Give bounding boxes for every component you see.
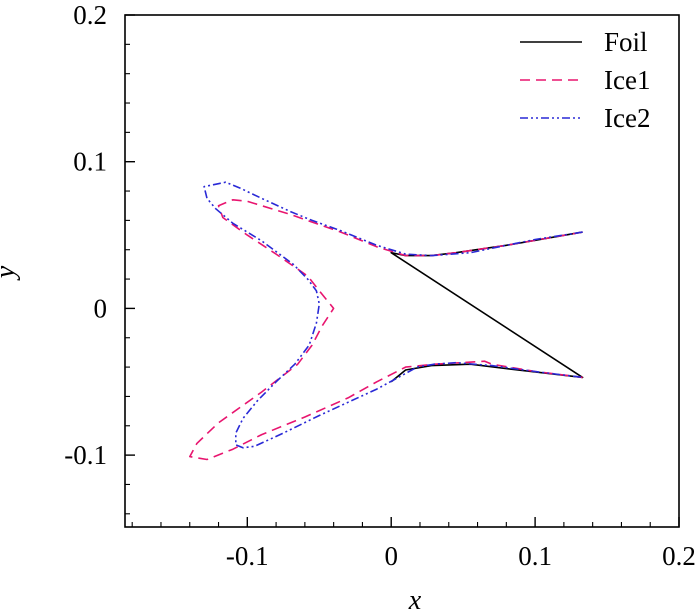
y-tick-label: -0.1 (64, 440, 107, 470)
x-tick-label: -0.1 (226, 541, 269, 571)
legend-label-ice2: Ice2 (604, 103, 650, 133)
legend: Foil Ice1 Ice2 (520, 27, 650, 133)
plot-frame (124, 14, 680, 528)
y-tick-label: 0.2 (73, 0, 107, 30)
series-line-ice2 (203, 181, 583, 449)
series-line-ice1 (189, 199, 583, 461)
x-tick-label: 0.1 (518, 541, 552, 571)
x-tick-label: 0.2 (662, 541, 696, 571)
x-tick-label: 0 (384, 541, 398, 571)
y-axis-title: y (0, 265, 21, 281)
legend-label-ice1: Ice1 (604, 65, 650, 95)
y-tick-label: 0 (94, 293, 108, 323)
y-tick-label: 0.1 (73, 147, 107, 177)
x-axis-title: x (408, 585, 422, 613)
plot-area (189, 181, 584, 461)
axes: -0.1 0 0.1 0.2 -0.1 0 0.1 0.2 (64, 0, 696, 571)
legend-label-foil: Foil (604, 27, 648, 57)
